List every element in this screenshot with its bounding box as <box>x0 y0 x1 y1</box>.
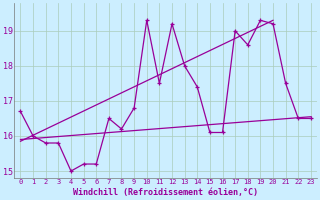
X-axis label: Windchill (Refroidissement éolien,°C): Windchill (Refroidissement éolien,°C) <box>73 188 258 197</box>
